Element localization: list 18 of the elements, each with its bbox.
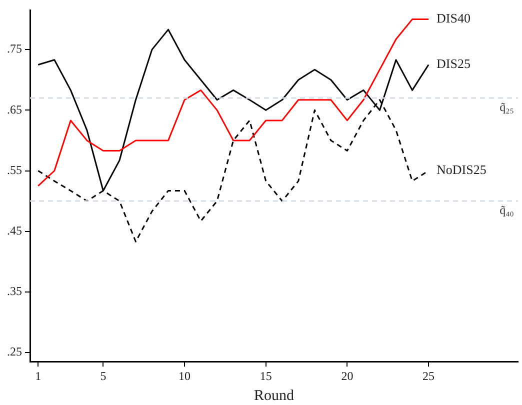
y-tick-label: .45 bbox=[7, 223, 22, 238]
x-tick-label: 15 bbox=[260, 368, 272, 383]
ref-line-label: q̃₄₀ bbox=[500, 203, 514, 218]
x-tick-label: 25 bbox=[422, 368, 435, 383]
series-label: NoDIS25 bbox=[436, 162, 486, 178]
y-tick-label: .35 bbox=[7, 284, 22, 298]
x-tick-label: 20 bbox=[341, 368, 354, 383]
x-tick-label: 10 bbox=[178, 368, 191, 383]
y-tick-label: .55 bbox=[7, 162, 22, 177]
y-tick-label: .65 bbox=[7, 102, 22, 116]
y-tick-label: .25 bbox=[7, 344, 22, 359]
y-tick-label: .75 bbox=[7, 42, 22, 56]
x-axis-title: Round bbox=[254, 388, 294, 404]
x-tick-label: 5 bbox=[100, 368, 106, 383]
series-label: DIS40 bbox=[436, 10, 470, 26]
series-label: DIS25 bbox=[436, 56, 470, 72]
x-tick-label: 1 bbox=[35, 368, 42, 383]
ref-line-label: q̃₂₅ bbox=[500, 100, 514, 114]
